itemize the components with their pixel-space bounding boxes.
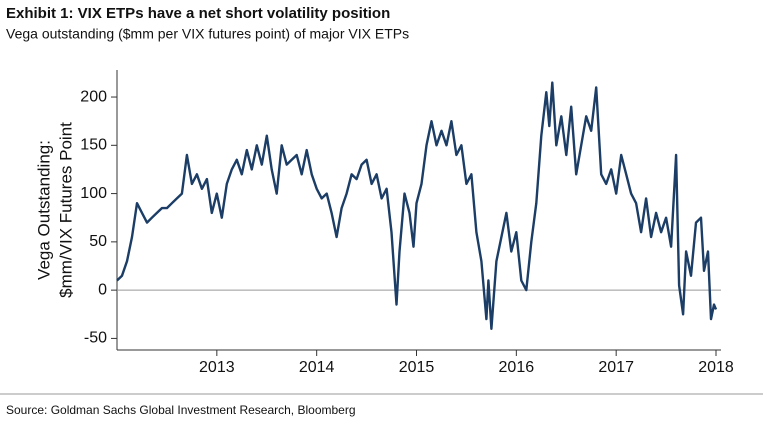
x-tick-label: 2013 xyxy=(199,359,235,376)
y-tick-label: 50 xyxy=(89,233,107,250)
x-tick-label: 2017 xyxy=(598,359,634,376)
source-note: Source: Goldman Sachs Global Investment … xyxy=(6,403,356,417)
x-tick-label: 2015 xyxy=(399,359,435,376)
x-tick-label: 2016 xyxy=(499,359,535,376)
x-tick-label: 2018 xyxy=(698,359,734,376)
y-tick-label: 100 xyxy=(80,185,107,202)
chart-subtitle: Vega outstanding ($mm per VIX futures po… xyxy=(6,26,409,42)
chart-title: Exhibit 1: VIX ETPs have a net short vol… xyxy=(6,5,390,22)
y-axis-label: Vega Outstanding: xyxy=(34,140,53,280)
x-tick-label: 2014 xyxy=(299,359,335,376)
y-tick-label: 200 xyxy=(80,88,107,105)
y-tick-label: 0 xyxy=(98,281,107,298)
y-tick-label: -50 xyxy=(84,330,107,347)
data-line xyxy=(116,81,718,330)
y-axis-label: $mm/VIX Futures Point xyxy=(56,122,75,298)
y-tick-label: 150 xyxy=(80,137,107,154)
